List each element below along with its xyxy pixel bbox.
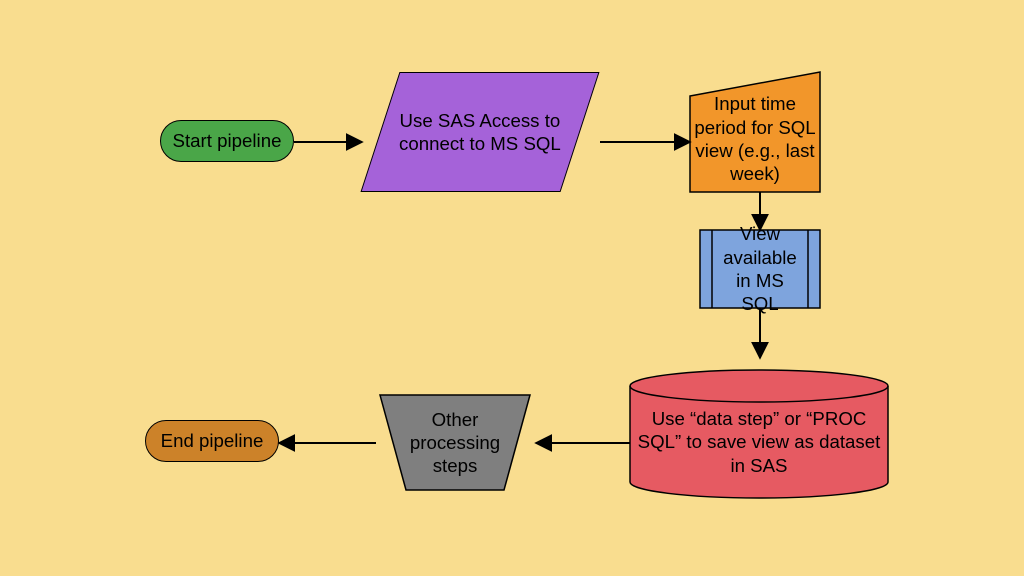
node-end: End pipeline	[145, 420, 279, 462]
node-db-label: Use “data step” or “PROC SQL” to save vi…	[630, 403, 888, 481]
node-other-label-box: Other processing steps	[393, 395, 517, 490]
node-input-label-box: Input time period for SQL view (e.g., la…	[690, 86, 820, 192]
node-start-label: Start pipeline	[169, 125, 286, 156]
node-sas-label: Use SAS Access to connect to MS SQL	[381, 105, 579, 160]
node-input-label: Input time period for SQL view (e.g., la…	[690, 88, 820, 189]
node-other-label: Other processing steps	[393, 404, 517, 482]
node-predef-label-box: View available in MS SQL	[712, 230, 808, 308]
node-predef-label: View available in MS SQL	[712, 218, 808, 319]
node-start: Start pipeline	[160, 120, 294, 162]
flowchart-canvas: Start pipeline Use SAS Access to connect …	[0, 0, 1024, 576]
node-sas: Use SAS Access to connect to MS SQL	[361, 72, 600, 192]
node-db-label-box: Use “data step” or “PROC SQL” to save vi…	[630, 394, 888, 490]
node-end-label: End pipeline	[157, 425, 268, 456]
